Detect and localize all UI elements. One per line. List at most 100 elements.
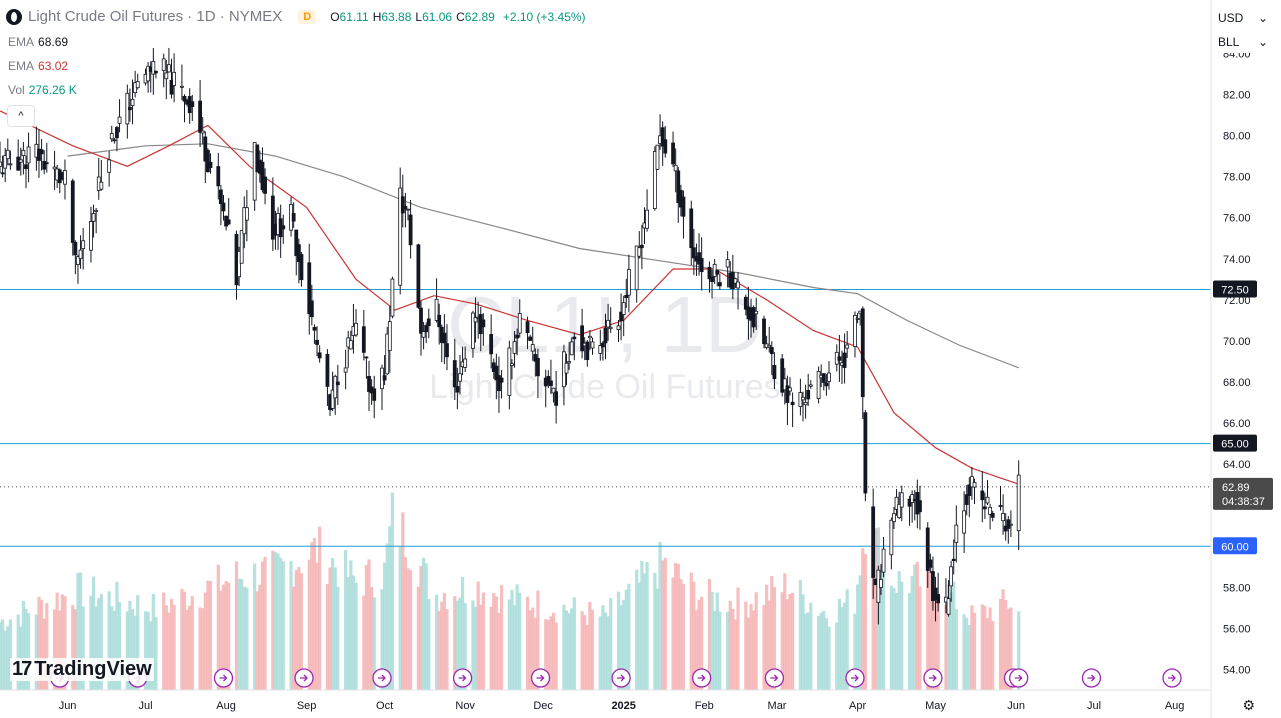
candle-body[interactable] [788, 387, 792, 392]
candle-body[interactable] [985, 496, 990, 504]
candle-body[interactable] [221, 202, 226, 212]
candle-body[interactable] [530, 344, 535, 352]
candle-body[interactable] [564, 362, 569, 374]
candle-body[interactable] [837, 356, 842, 361]
candle-body[interactable] [434, 298, 439, 321]
candle-body[interactable] [790, 401, 795, 406]
candle-body[interactable] [1008, 523, 1013, 526]
candle-body[interactable] [918, 500, 922, 513]
candle-body[interactable] [499, 377, 504, 383]
candle-body[interactable] [782, 378, 787, 391]
candle-body[interactable] [424, 325, 429, 333]
candle-body[interactable] [315, 340, 319, 345]
candle-body[interactable] [990, 513, 995, 518]
candle-body[interactable] [572, 336, 577, 340]
candle-body[interactable] [606, 319, 610, 328]
candle-body[interactable] [1001, 513, 1006, 522]
candle-body[interactable] [91, 213, 96, 222]
candle-body[interactable] [325, 353, 330, 387]
candle-body[interactable] [845, 344, 850, 349]
candle-body[interactable] [0, 161, 2, 167]
candle-body[interactable] [354, 322, 358, 336]
candle-body[interactable] [452, 360, 457, 388]
candle-body[interactable] [754, 310, 759, 315]
candle-body[interactable] [806, 389, 811, 400]
candle-body[interactable] [528, 336, 533, 341]
candle-body[interactable] [437, 314, 442, 328]
symbol-title[interactable]: Light Crude Oil Futures · 1D · NYMEX [28, 8, 283, 25]
candle-body[interactable] [894, 496, 899, 510]
candle-body[interactable] [291, 213, 296, 222]
candle-body[interactable] [512, 341, 517, 354]
candle-body[interactable] [588, 335, 592, 339]
candle-body[interactable] [330, 389, 335, 409]
candle-body[interactable] [463, 358, 468, 368]
candle-body[interactable] [626, 269, 631, 296]
candle-body[interactable] [73, 241, 78, 256]
candle-body[interactable] [780, 358, 785, 393]
candle-body[interactable] [333, 375, 338, 399]
candle-body[interactable] [725, 259, 730, 268]
candle-body[interactable] [270, 195, 275, 240]
candle-body[interactable] [473, 317, 478, 323]
candle-body[interactable] [18, 159, 23, 163]
candle-body[interactable] [208, 161, 213, 168]
candle-body[interactable] [733, 278, 738, 284]
candle-body[interactable] [416, 244, 421, 308]
candle-body[interactable] [343, 367, 348, 373]
candle-body[interactable] [239, 230, 244, 264]
candle-body[interactable] [988, 507, 993, 515]
candle-body[interactable] [164, 72, 169, 80]
candle-body[interactable] [372, 388, 377, 401]
candle-body[interactable] [580, 325, 585, 352]
candle-body[interactable] [398, 187, 403, 286]
candle-body[interactable] [897, 503, 902, 518]
candle-body[interactable] [892, 513, 896, 523]
candle-body[interactable] [598, 345, 603, 354]
candle-body[interactable] [699, 258, 704, 273]
candle-body[interactable] [70, 180, 75, 243]
candle-body[interactable] [928, 559, 933, 568]
candle-body[interactable] [801, 396, 805, 401]
candle-body[interactable] [983, 506, 987, 510]
candle-body[interactable] [94, 209, 99, 212]
candle-body[interactable] [569, 341, 574, 356]
time-axis[interactable]: Jun Jul Aug Sep Oct Nov Dec 2025 Feb Mar Apr May Jun… [0, 689, 1281, 718]
candle-body[interactable] [255, 144, 260, 172]
candle-body[interactable] [455, 386, 460, 393]
candle-body[interactable] [442, 332, 447, 344]
candle-body[interactable] [769, 347, 774, 355]
candle-body[interactable] [863, 412, 868, 494]
candle-body[interactable] [403, 205, 408, 210]
candle-body[interactable] [406, 208, 410, 211]
candle-body[interactable] [299, 254, 304, 281]
volume-legend[interactable]: Vol 276.26 K [8, 83, 77, 97]
candle-body[interactable] [154, 70, 158, 74]
candle-body[interactable] [24, 164, 28, 170]
candle-body[interactable] [445, 343, 449, 358]
currency-selector[interactable]: USD ⌄ [1213, 7, 1271, 29]
candle-body[interactable] [881, 548, 886, 573]
candle-body[interactable] [785, 385, 790, 403]
unit-selector[interactable]: BLL ⌄ [1213, 31, 1271, 53]
candle-body[interactable] [26, 146, 31, 164]
candle-body[interactable] [216, 166, 221, 187]
horizontal-levels[interactable] [0, 289, 1211, 547]
candle-body[interactable] [507, 347, 512, 396]
candles[interactable] [0, 47, 1021, 625]
candle-body[interactable] [639, 244, 644, 249]
candle-body[interactable] [616, 325, 621, 330]
candle-body[interactable] [717, 282, 722, 287]
candle-body[interactable] [408, 214, 413, 246]
ema-legend-2[interactable]: EMA 63.02 [8, 59, 68, 73]
candle-body[interactable] [5, 149, 10, 160]
candle-body[interactable] [853, 315, 857, 347]
candle-body[interactable] [390, 278, 395, 317]
candle-body[interactable] [81, 240, 86, 249]
candle-body[interactable] [517, 313, 522, 334]
candle-body[interactable] [824, 382, 829, 387]
candle-body[interactable] [419, 307, 423, 334]
candle-body[interactable] [364, 356, 369, 359]
candle-body[interactable] [296, 244, 301, 262]
candle-body[interactable] [743, 296, 748, 310]
